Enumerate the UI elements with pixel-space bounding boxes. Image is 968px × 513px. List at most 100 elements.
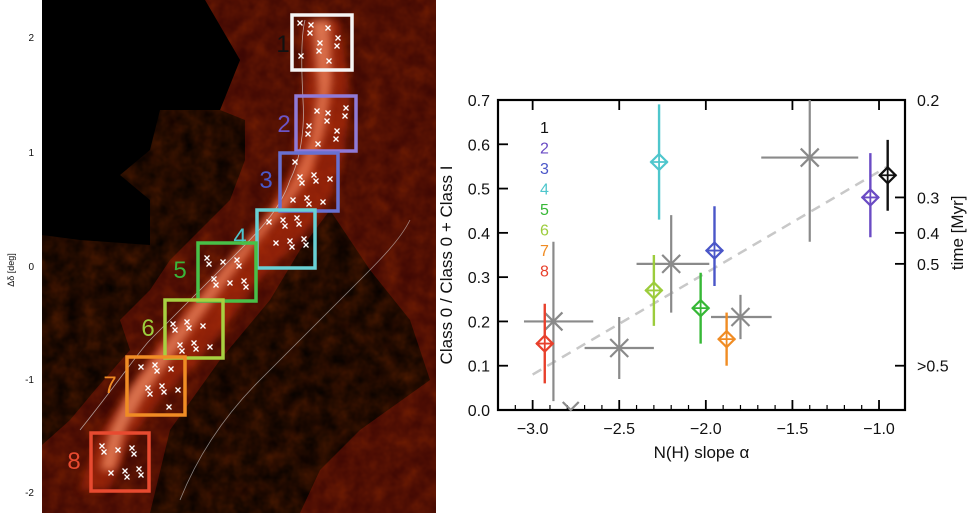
yso-marker xyxy=(243,284,249,290)
yso-marker xyxy=(122,468,128,474)
region-box xyxy=(294,94,358,153)
region-boxes: 1 2 3 4 5 6 7 8 xyxy=(67,13,358,493)
yso-marker xyxy=(280,217,286,223)
y-tick-label: 0.2 xyxy=(468,314,490,331)
yso-marker xyxy=(241,278,247,284)
yso-marker xyxy=(316,48,322,54)
x-tick-label: −2.0 xyxy=(690,421,722,438)
yso-marker xyxy=(335,35,341,41)
map-blank-area xyxy=(42,0,240,245)
right-tick-label: 0.4 xyxy=(917,226,939,243)
y-tick-label: 0.6 xyxy=(468,137,490,154)
region-box xyxy=(290,13,354,72)
y-tick-label: 0.4 xyxy=(468,226,490,243)
yso-marker xyxy=(325,25,331,31)
map-ytick: -2 xyxy=(25,488,34,499)
yso-marker xyxy=(101,449,107,455)
region-box xyxy=(125,355,187,417)
x-tick-label: −3.0 xyxy=(517,421,549,438)
right-tick-label: 0.5 xyxy=(917,257,939,274)
yso-marker xyxy=(211,276,217,282)
region-label: 4 xyxy=(233,224,246,251)
yso-marker xyxy=(303,242,309,248)
yso-marker xyxy=(207,344,213,350)
yso-marker xyxy=(136,466,142,472)
yso-marker xyxy=(334,43,340,49)
yso-marker xyxy=(179,348,185,354)
legend-entry: 1 xyxy=(540,120,549,137)
x-tick-label: −2.5 xyxy=(603,421,635,438)
yso-marker xyxy=(124,474,130,480)
region-label: 2 xyxy=(277,111,290,138)
yso-marker xyxy=(236,263,242,269)
right-tick-label: 0.2 xyxy=(917,93,939,110)
gray-data-point xyxy=(761,100,859,242)
yso-marker xyxy=(292,159,298,165)
x-tick-label: −1.0 xyxy=(863,421,895,438)
gray-data-point xyxy=(636,215,710,313)
region-box xyxy=(196,241,258,303)
region-label: 3 xyxy=(259,167,272,194)
yso-marker xyxy=(297,174,303,180)
yso-marker xyxy=(320,199,326,205)
region-label: 1 xyxy=(276,31,289,58)
yso-marker xyxy=(273,240,279,246)
yso-marker xyxy=(266,219,272,225)
yso-marker xyxy=(324,118,330,124)
yso-marker xyxy=(168,366,174,372)
region-data-point xyxy=(535,303,555,384)
map-ytick: -1 xyxy=(25,375,34,386)
region-data-point xyxy=(860,153,880,238)
yso-marker xyxy=(204,255,210,261)
y-tick-label: 0.7 xyxy=(468,93,490,110)
right-axis-label: time [Myr] xyxy=(948,196,967,271)
yso-marker xyxy=(177,342,183,348)
yso-marker xyxy=(327,176,333,182)
yso-marker xyxy=(301,236,307,242)
legend-entry: 7 xyxy=(540,243,549,260)
gray-data-point xyxy=(523,241,594,402)
plot-frame xyxy=(496,98,907,412)
yso-marker xyxy=(343,105,349,111)
right-tick-label: 0.3 xyxy=(917,190,939,207)
yso-marker xyxy=(282,223,288,229)
region-box xyxy=(163,298,225,360)
yso-marker xyxy=(147,391,153,397)
yso-marker xyxy=(287,238,293,244)
column-density-map: 2 1 0 -1 -2 Δδ [deg] 1 2 3 4 5 6 7 8 xyxy=(6,0,436,513)
x-tick-label: −1.5 xyxy=(777,421,809,438)
yso-marker xyxy=(313,178,319,184)
yso-marker xyxy=(315,141,321,147)
yso-marker xyxy=(227,280,233,286)
legend-entry: 4 xyxy=(540,182,549,199)
yso-marker xyxy=(131,451,137,457)
region-data-point xyxy=(649,104,669,220)
region-data-point xyxy=(691,272,711,344)
region-data-point xyxy=(717,312,737,366)
yso-marker xyxy=(186,325,192,331)
yso-marker xyxy=(154,368,160,374)
molecular-cloud-map-panel: 2 1 0 -1 -2 Δδ [deg] 1 2 3 4 5 6 7 8 xyxy=(0,0,440,513)
yso-marker xyxy=(317,40,323,46)
yso-marker xyxy=(172,327,178,333)
region-label: 5 xyxy=(173,257,186,284)
yso-marker xyxy=(307,30,313,36)
gray-data-point xyxy=(711,294,772,340)
yso-marker xyxy=(306,123,312,129)
yso-marker xyxy=(191,340,197,346)
yso-marker xyxy=(306,201,312,207)
yso-marker xyxy=(308,22,314,28)
yso-marker xyxy=(206,261,212,267)
yso-marker xyxy=(314,108,320,114)
region-data-point xyxy=(704,206,725,286)
gray-data-point xyxy=(584,317,654,379)
yso-marker xyxy=(289,244,295,250)
region-data-point xyxy=(644,255,664,326)
yso-marker xyxy=(129,445,135,451)
yso-marker xyxy=(342,113,348,119)
legend-entry: 2 xyxy=(540,141,549,158)
legend-entry: 3 xyxy=(540,161,549,178)
yso-marker xyxy=(170,321,176,327)
scatter-chart: −3.0 −2.5 −2.0 −1.5 −1.0 0.0 0.1 0.2 0.3 0.4 0.5 0.… xyxy=(440,93,967,462)
region-label: 6 xyxy=(141,315,154,342)
